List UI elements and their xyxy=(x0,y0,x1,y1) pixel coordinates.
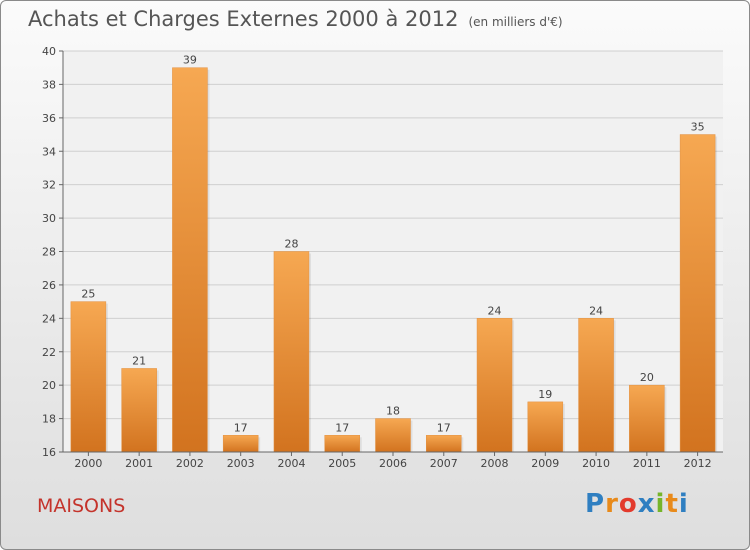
data-label: 35 xyxy=(691,121,705,134)
bar xyxy=(222,435,259,453)
bar xyxy=(578,318,614,453)
y-tick-label: 38 xyxy=(42,78,56,91)
chart-unit: (en milliers d'€) xyxy=(468,15,563,29)
logo-letter: t xyxy=(665,489,679,519)
bar xyxy=(476,318,513,453)
x-tick-label: 2012 xyxy=(684,457,712,470)
logo-letter: i xyxy=(655,489,666,519)
chart-title-text: Achats et Charges Externes 2000 à 2012 xyxy=(28,7,459,31)
y-tick-label: 40 xyxy=(42,45,56,58)
y-tick-label: 18 xyxy=(42,413,56,426)
logo-letter: i xyxy=(678,489,689,519)
x-tick-label: 2003 xyxy=(227,457,255,470)
bar xyxy=(324,435,360,453)
data-label: 24 xyxy=(589,304,603,317)
y-tick-label: 36 xyxy=(42,112,56,125)
data-label: 24 xyxy=(488,304,502,317)
x-tick-label: 2008 xyxy=(481,457,509,470)
x-tick-label: 2000 xyxy=(74,457,102,470)
proxiti-logo: Proxiti xyxy=(585,489,689,519)
bar xyxy=(121,368,157,453)
y-tick-label: 30 xyxy=(42,212,56,225)
bar xyxy=(629,384,665,453)
bar xyxy=(527,401,564,453)
bar xyxy=(426,435,462,453)
y-tick-label: 34 xyxy=(42,145,56,158)
commune-label: MAISONS xyxy=(37,495,126,517)
data-label: 17 xyxy=(437,421,451,434)
bar xyxy=(375,418,411,453)
x-tick-label: 2005 xyxy=(328,457,356,470)
bar xyxy=(273,251,310,453)
data-label: 18 xyxy=(386,405,400,418)
x-tick-label: 2002 xyxy=(176,457,204,470)
data-label: 20 xyxy=(640,371,654,384)
logo-letter: P xyxy=(585,489,606,519)
data-label: 28 xyxy=(284,238,298,251)
data-label: 21 xyxy=(132,354,146,367)
y-tick-label: 26 xyxy=(42,279,56,292)
y-tick-label: 16 xyxy=(42,446,56,459)
logo-letter: x xyxy=(637,489,656,519)
x-tick-label: 2004 xyxy=(277,457,305,470)
y-tick-label: 24 xyxy=(42,312,56,325)
x-tick-label: 2009 xyxy=(531,457,559,470)
bar xyxy=(70,301,107,453)
data-label: 19 xyxy=(538,388,552,401)
x-tick-label: 2007 xyxy=(430,457,458,470)
x-tick-label: 2010 xyxy=(582,457,610,470)
y-tick-label: 28 xyxy=(42,246,56,259)
data-label: 39 xyxy=(183,54,197,67)
data-label: 25 xyxy=(81,288,95,301)
x-tick-label: 2001 xyxy=(125,457,153,470)
x-tick-label: 2011 xyxy=(633,457,661,470)
bar xyxy=(679,134,716,453)
y-tick-label: 22 xyxy=(42,346,56,359)
y-tick-label: 32 xyxy=(42,179,56,192)
bar xyxy=(172,67,208,453)
chart-title: Achats et Charges Externes 2000 à 2012 (e… xyxy=(28,7,563,31)
logo-letter: r xyxy=(605,489,619,519)
y-tick-label: 20 xyxy=(42,379,56,392)
data-label: 17 xyxy=(234,421,248,434)
data-label: 17 xyxy=(335,421,349,434)
logo-letter: o xyxy=(618,489,638,519)
x-tick-label: 2006 xyxy=(379,457,407,470)
